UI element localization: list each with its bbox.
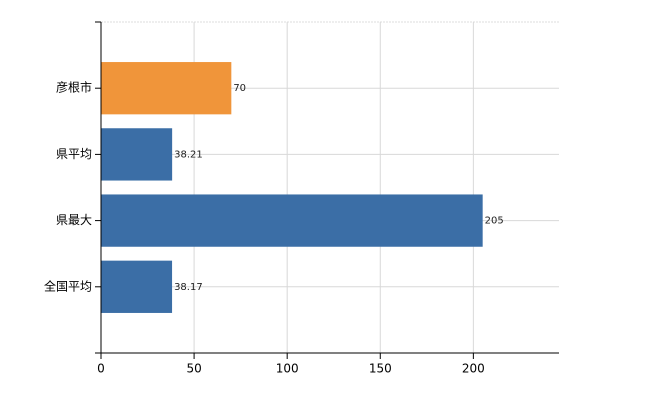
x-tick-label: 150 (369, 362, 392, 376)
x-tick-label: 200 (462, 362, 485, 376)
y-tick-label: 全国平均 (44, 278, 92, 293)
y-tick-label: 県最大 (56, 213, 92, 227)
bar (101, 260, 173, 313)
value-label: 38.17 (174, 282, 203, 293)
x-tick-label: 50 (186, 362, 201, 376)
bar (101, 194, 483, 247)
bar (101, 62, 232, 115)
y-tick-label: 県平均 (56, 147, 92, 161)
y-tick-label: 彦根市 (56, 80, 92, 95)
value-label: 38.21 (174, 149, 203, 160)
value-label: 205 (485, 216, 504, 227)
bar (101, 128, 173, 181)
x-tick-label: 0 (97, 362, 105, 376)
value-label: 70 (233, 83, 246, 94)
x-tick-label: 100 (276, 362, 299, 376)
